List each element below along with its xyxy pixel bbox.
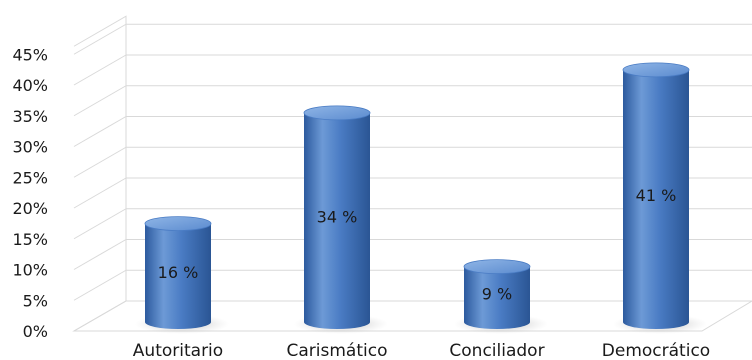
bar-democrático: 41 % xyxy=(613,62,707,334)
gridline-depth xyxy=(73,269,127,301)
bar-body xyxy=(145,223,211,329)
y-tick-label: 20% xyxy=(12,199,48,218)
gridline-depth xyxy=(73,208,127,240)
y-tick-label: 10% xyxy=(12,261,48,280)
bar-carismático: 34 % xyxy=(294,105,388,334)
left-wall xyxy=(73,15,127,332)
y-tick-label: 40% xyxy=(12,76,48,95)
x-tick-label: Democrático xyxy=(602,341,710,360)
y-tick-label: 25% xyxy=(12,168,48,187)
gridline-depth xyxy=(73,300,127,332)
bar-top xyxy=(144,216,212,232)
data-label: 34 % xyxy=(317,207,358,226)
bar-autoritario: 16 % xyxy=(135,216,229,334)
bar-top xyxy=(622,62,690,78)
gridline-depth xyxy=(73,54,127,86)
x-tick-label: Carismático xyxy=(287,341,388,360)
data-label: 16 % xyxy=(158,263,199,282)
x-tick-label: Conciliador xyxy=(449,341,544,360)
y-tick-label: 5% xyxy=(23,291,48,310)
gridline-depth xyxy=(73,116,127,147)
bar-top xyxy=(303,105,371,121)
gridline-depth xyxy=(73,23,127,55)
bar-top xyxy=(463,259,531,275)
gridline-depth xyxy=(73,146,127,178)
y-tick-label: 45% xyxy=(12,45,48,64)
x-axis-labels: Autoritario Carismático Conciliador Democrá… xyxy=(133,341,710,360)
y-axis-ticks: 0% 5% 10% 15% 20% 25% 30% 35% 40% 45% xyxy=(12,45,48,341)
gridline-depth xyxy=(73,85,127,117)
y-tick-label: 35% xyxy=(12,107,48,126)
bar-body xyxy=(304,112,370,330)
bar-body xyxy=(464,266,530,329)
gridline-depth xyxy=(73,239,127,270)
bar-conciliador: 9 % xyxy=(454,259,548,334)
gridline-depth xyxy=(73,177,127,209)
bars: 16 % 34 % 9 % 41 % xyxy=(135,62,707,334)
y-tick-label: 30% xyxy=(12,138,48,157)
x-tick-label: Autoritario xyxy=(133,341,223,360)
data-label: 9 % xyxy=(482,284,512,303)
y-tick-label: 15% xyxy=(12,230,48,249)
data-label: 41 % xyxy=(636,186,677,205)
bar-body xyxy=(623,69,689,329)
y-tick-label: 0% xyxy=(23,322,48,341)
